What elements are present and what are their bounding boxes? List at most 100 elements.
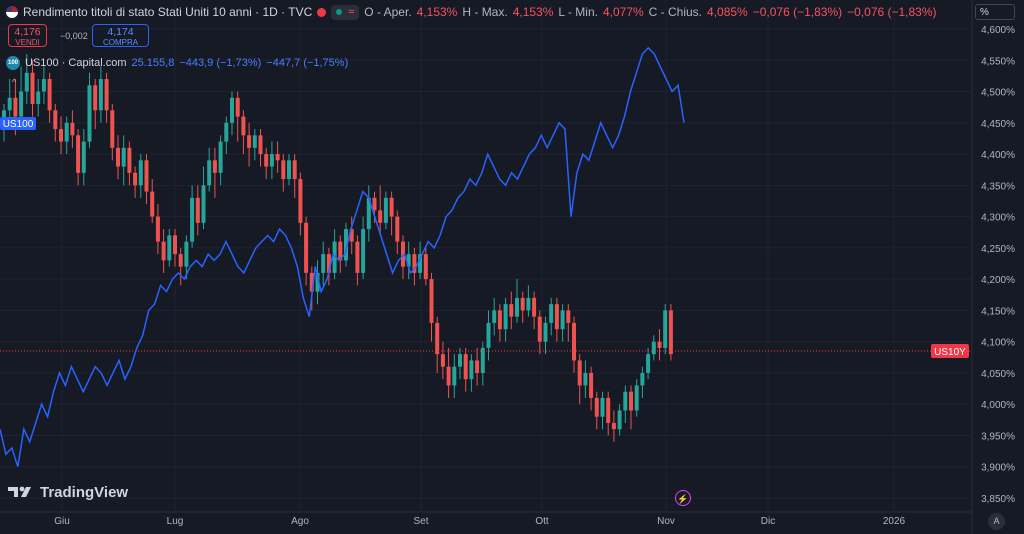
candle-body	[332, 241, 337, 273]
candle-body	[435, 322, 440, 355]
candle-body	[116, 147, 120, 167]
candle-body	[429, 279, 434, 323]
candle-body	[663, 310, 668, 348]
candle-body	[178, 254, 183, 267]
candle-body	[418, 254, 423, 273]
status-pill[interactable]: ≈	[331, 4, 360, 20]
candle-body	[161, 241, 166, 261]
candle-body	[298, 179, 303, 223]
y-axis-tick-label: 4,050%	[981, 369, 1015, 380]
realtime-dot-icon	[336, 9, 343, 15]
candle-body	[611, 422, 616, 430]
compare-value: 25.155,8	[131, 57, 175, 69]
candle-body	[486, 322, 491, 348]
sell-button[interactable]: 4,176 VENDI	[8, 24, 47, 47]
candle-body	[389, 197, 394, 217]
x-axis-tick-label: Nov	[657, 516, 675, 527]
symbol-title[interactable]: Rendimento titoli di stato Stati Uniti 1…	[23, 5, 313, 19]
compare-change-2: −447,7 (−1,75%)	[266, 57, 349, 69]
candle-body	[70, 122, 75, 136]
candle-body	[577, 360, 582, 386]
last-price-tag	[931, 344, 969, 359]
candle-body	[366, 197, 371, 230]
us100-icon: 100	[6, 56, 20, 70]
market-closed-dot-icon	[317, 7, 327, 17]
low-value: 4,077%	[602, 5, 644, 19]
x-axis-tick-label: Ott	[535, 516, 549, 527]
change-value-2: −0,076 (−1,83%)	[847, 5, 937, 19]
compare-change: −443,9 (−1,73%)	[179, 57, 262, 69]
chart-header: Rendimento titoli di stato Stati Uniti 1…	[6, 4, 937, 20]
low-label: L - Min.	[558, 5, 598, 19]
candle-body	[41, 79, 46, 92]
candle-body	[480, 347, 485, 373]
close-label: C - Chius.	[648, 5, 703, 19]
candle-body	[292, 160, 297, 180]
change-value: −0,076 (−1,83%)	[752, 5, 843, 19]
y-axis-tick-label: 4,600%	[981, 25, 1015, 36]
candle-body	[338, 241, 343, 261]
candle-body	[423, 254, 428, 280]
tradingview-mark-icon	[8, 486, 31, 497]
y-axis-tick-label: 3,900%	[981, 463, 1015, 474]
auto-scale-button[interactable]: A	[988, 513, 1005, 530]
candle-body	[440, 354, 445, 367]
candle-body	[195, 197, 200, 223]
candle-body	[190, 197, 195, 242]
compare-tag	[0, 117, 36, 130]
candle-body	[349, 229, 354, 242]
candle-body	[155, 216, 160, 242]
candle-body	[594, 397, 599, 417]
candle-body	[224, 122, 229, 142]
y-axis-tick-label: 4,300%	[981, 213, 1015, 224]
sell-label: VENDI	[15, 38, 40, 47]
lightning-icon[interactable]: ⚡	[675, 490, 691, 506]
scale-mode-selector[interactable]: %	[975, 4, 1015, 20]
candle-body	[446, 366, 451, 386]
x-axis-tick-label: Giu	[54, 516, 70, 527]
candle-body	[520, 297, 525, 311]
candle-body	[372, 197, 377, 211]
candle-body	[458, 354, 462, 367]
spread-value: −0,002	[60, 31, 88, 41]
candle-body	[252, 135, 257, 148]
candle-body	[24, 72, 29, 92]
candle-body	[287, 160, 291, 180]
compare-legend[interactable]: 100 US100 · Capital.com 25.155,8 −443,9 …	[6, 56, 348, 70]
y-axis-tick-label: 4,250%	[981, 244, 1015, 255]
collapse-legend-chevron-up-icon[interactable]: ^	[12, 77, 17, 87]
candle-body	[526, 297, 531, 311]
candle-body	[110, 110, 115, 148]
candle-body	[554, 304, 559, 330]
y-axis-tick-label: 4,450%	[981, 119, 1015, 130]
candle-body	[104, 79, 109, 111]
candle-body	[184, 241, 189, 267]
candle-body	[241, 116, 246, 136]
close-value: 4,085%	[707, 5, 748, 19]
y-axis-tick-label: 4,350%	[981, 181, 1015, 192]
candle-body	[549, 304, 554, 323]
candle-body	[212, 160, 217, 173]
candle-body	[634, 385, 639, 411]
y-axis-tick-label: 4,550%	[981, 56, 1015, 67]
tradingview-logo[interactable]: TradingView	[8, 484, 128, 501]
candle-body	[383, 197, 388, 223]
candle-body	[412, 254, 417, 273]
candle-body	[309, 272, 314, 292]
open-value: 4,153%	[416, 5, 458, 19]
candle-body	[7, 97, 12, 111]
compare-series-line	[0, 46, 685, 467]
buy-price: 4,174	[107, 26, 134, 38]
candle-body	[537, 316, 542, 342]
x-axis-tick-label: Ago	[291, 516, 309, 527]
y-axis-tick-label: 3,850%	[981, 494, 1015, 505]
x-axis-tick-label: Dic	[761, 516, 775, 527]
candle-body	[258, 135, 263, 155]
candle-body	[93, 85, 98, 111]
candle-body	[281, 160, 286, 180]
candle-body	[651, 341, 656, 355]
candle-body	[64, 122, 69, 142]
candle-body	[606, 397, 611, 423]
buy-button[interactable]: 4,174 COMPRA	[92, 24, 149, 47]
